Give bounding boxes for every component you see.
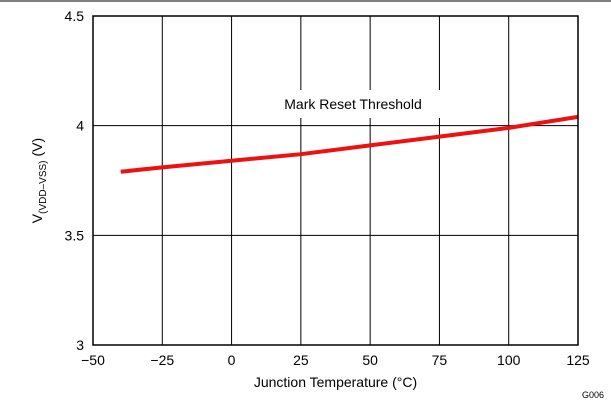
y-tick-label: 4.5 — [65, 8, 85, 24]
series-line — [120, 114, 579, 174]
x-tick-label: 25 — [293, 352, 309, 368]
plot-area-frame — [92, 15, 579, 346]
y-tick-label: 3.5 — [65, 227, 85, 243]
x-tick-label: 75 — [432, 352, 448, 368]
y-tick-labels: 3 3.5 4 4.5 — [65, 8, 85, 353]
x-tick-label: 125 — [566, 352, 590, 368]
x-tick-label: 0 — [228, 352, 236, 368]
y-tick-label: 3 — [76, 337, 84, 353]
x-axis-label: Junction Temperature (°C) — [254, 374, 417, 390]
x-tick-label: 50 — [362, 352, 378, 368]
annotation-mark-reset-threshold: Mark Reset Threshold — [284, 96, 421, 112]
x-tick-label: −25 — [150, 352, 174, 368]
y-tick-label: 4 — [76, 118, 84, 134]
series-layer — [120, 114, 579, 174]
y-axis-label: V(VDD–VSS) (V) — [29, 138, 49, 223]
annotation-background — [246, 90, 460, 118]
x-tick-labels: −50 −25 0 25 50 75 100 125 — [81, 352, 590, 368]
y-axis-label-main: V — [29, 213, 45, 223]
grid — [93, 16, 578, 345]
x-tick-label: 100 — [497, 352, 521, 368]
x-tick-label: −50 — [81, 352, 105, 368]
figure-id: G006 — [582, 390, 604, 400]
y-axis-label-subscript: (VDD–VSS) — [38, 160, 49, 213]
y-axis-label-unit: (V) — [29, 138, 45, 157]
